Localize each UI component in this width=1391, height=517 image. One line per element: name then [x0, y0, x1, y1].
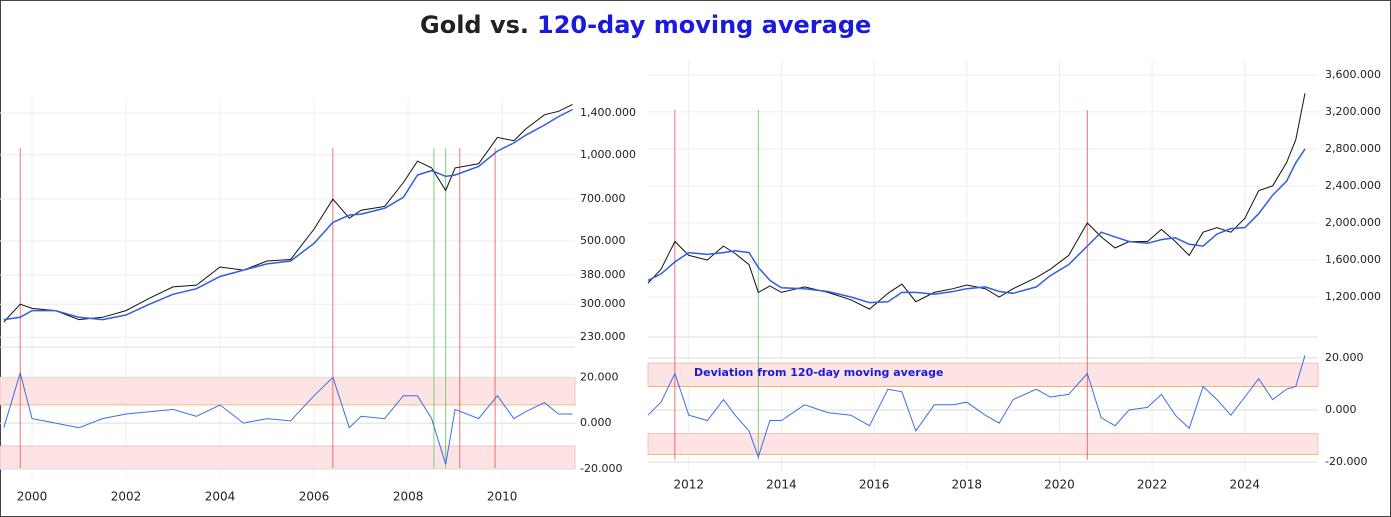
y-tick-label: 380.000 [580, 268, 626, 281]
title-prefix: Gold vs. [420, 11, 529, 39]
moving-average-line [3, 108, 573, 321]
x-tick-label: 2010 [487, 490, 518, 504]
y-tick-label: 20.000 [1325, 351, 1364, 364]
x-tick-label: 2008 [393, 490, 424, 504]
annotation: Deviation from 120-day moving average [694, 366, 943, 379]
y-tick-label: 230.000 [580, 330, 626, 343]
x-tick-label: 2020 [1044, 478, 1075, 492]
deviation-band [0, 445, 576, 470]
y-tick-label: 2,400.000 [1325, 179, 1381, 192]
chart-title: Gold vs. 120-day moving average [420, 11, 871, 39]
y-tick-label: -20.000 [580, 462, 622, 475]
title-highlight: 120-day moving average [537, 11, 871, 39]
y-tick-label: 1,400.000 [580, 106, 636, 119]
x-tick-label: 2024 [1230, 478, 1261, 492]
y-tick-label: 2,800.000 [1325, 142, 1381, 155]
x-tick-label: 2014 [766, 478, 797, 492]
y-tick-label: 500.000 [580, 234, 626, 247]
y-tick-label: -20.000 [1325, 455, 1367, 468]
x-tick-label: 2018 [952, 478, 983, 492]
moving-average-line [647, 148, 1306, 304]
x-tick-label: 2000 [17, 490, 48, 504]
y-tick-label: 2,000.000 [1325, 216, 1381, 229]
deviation-band [647, 433, 1319, 455]
x-tick-label: 2006 [299, 490, 330, 504]
y-tick-label: 1,600.000 [1325, 253, 1381, 266]
y-tick-label: 1,200.000 [1325, 290, 1381, 303]
x-tick-label: 2016 [859, 478, 890, 492]
x-tick-label: 2002 [111, 490, 142, 504]
x-tick-label: 2022 [1137, 478, 1168, 492]
y-tick-label: 1,000.000 [580, 148, 636, 161]
deviation-band [0, 377, 576, 406]
y-tick-label: 0.000 [1325, 403, 1357, 416]
y-tick-label: 0.000 [580, 416, 612, 429]
y-tick-label: 3,600.000 [1325, 68, 1381, 81]
x-tick-label: 2004 [205, 490, 236, 504]
x-tick-label: 2012 [674, 478, 705, 492]
price-line [647, 93, 1306, 310]
deviation-line [3, 371, 573, 465]
y-tick-label: 700.000 [580, 192, 626, 205]
price-line [3, 103, 573, 323]
deviation-line [647, 355, 1306, 459]
y-tick-label: 20.000 [580, 370, 619, 383]
y-tick-label: 3,200.000 [1325, 105, 1381, 118]
y-tick-label: 300.000 [580, 297, 626, 310]
